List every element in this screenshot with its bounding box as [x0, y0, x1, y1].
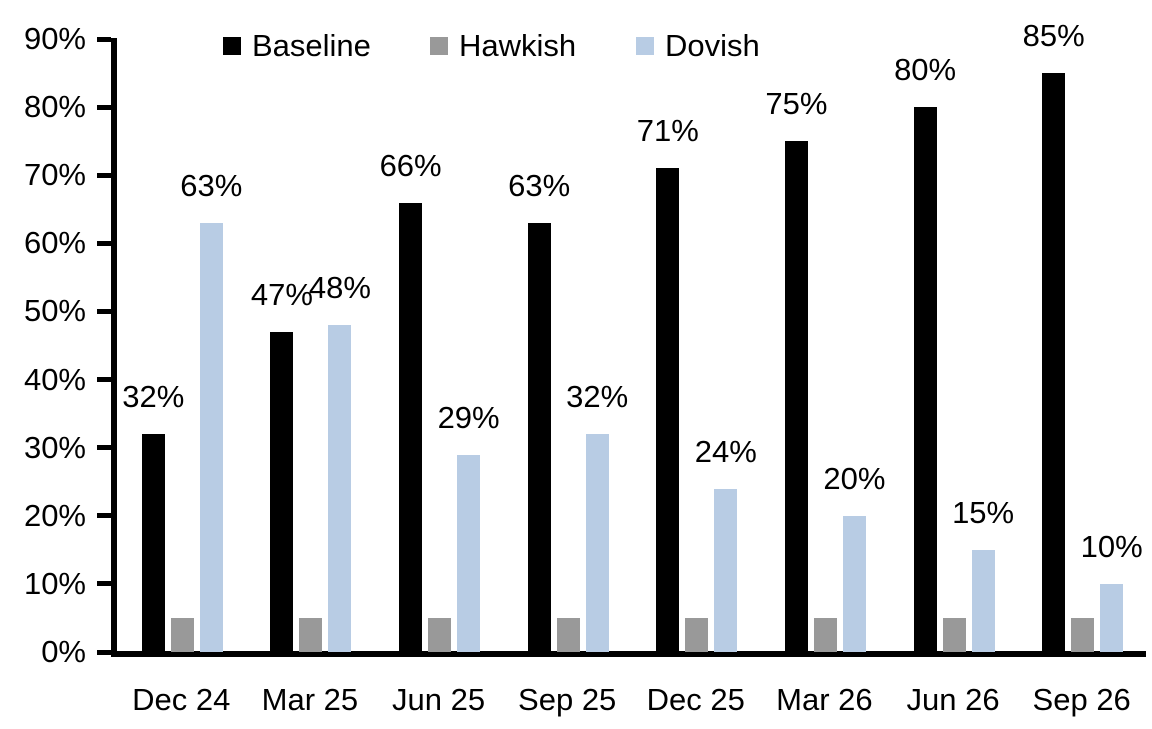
- bar-dovish-sep-26: [1100, 583, 1124, 652]
- x-axis-label-sep-26: Sep 26: [1032, 682, 1131, 717]
- value-label-dovish-mar-25: 48%: [308, 270, 371, 306]
- y-tick-label-90-: 90%: [23, 21, 86, 56]
- y-tick-label-0-: 0%: [41, 634, 86, 669]
- y-axis-line: [111, 38, 117, 657]
- bar-dovish-dec-24: [199, 222, 223, 652]
- y-tick-label-60-: 60%: [23, 225, 86, 261]
- value-label-baseline-dec-25: 71%: [636, 113, 699, 149]
- bar-hawkish-jun-25: [428, 617, 452, 652]
- value-label-baseline-mar-26: 75%: [765, 86, 828, 122]
- y-tick-label-80-: 80%: [23, 89, 86, 125]
- value-label-dovish-sep-26: 10%: [1080, 528, 1143, 564]
- x-axis-label-mar-26: Mar 26: [776, 682, 873, 717]
- bar-dovish-dec-25: [714, 488, 738, 652]
- value-label-baseline-sep-25: 63%: [508, 167, 571, 203]
- x-axis-label-dec-25: Dec 25: [646, 682, 745, 717]
- bar-baseline-dec-24: [141, 434, 165, 652]
- y-tick-50-: [97, 308, 111, 314]
- bar-hawkish-jun-26: [942, 617, 966, 652]
- bar-dovish-mar-26: [842, 515, 866, 652]
- y-tick-label-20-: 20%: [23, 497, 86, 533]
- y-tick-90-: [97, 36, 111, 42]
- legend-swatch-dovish-icon: [636, 37, 654, 55]
- bar-baseline-mar-25: [270, 331, 294, 652]
- legend-label-dovish: Dovish: [665, 28, 760, 63]
- bar-baseline-sep-25: [527, 222, 551, 652]
- value-label-dovish-mar-26: 20%: [823, 460, 886, 496]
- x-axis-label-dec-24: Dec 24: [132, 682, 231, 717]
- y-tick-80-: [97, 104, 111, 110]
- value-label-dovish-dec-25: 24%: [694, 433, 757, 469]
- bar-hawkish-sep-26: [1071, 617, 1095, 652]
- value-label-baseline-jun-26: 80%: [894, 52, 957, 88]
- value-label-dovish-jun-26: 15%: [952, 494, 1015, 530]
- value-label-dovish-jun-25: 29%: [437, 399, 500, 435]
- value-label-baseline-mar-25: 47%: [250, 276, 313, 312]
- legend-swatch-hawkish-icon: [430, 37, 448, 55]
- y-tick-0-: [97, 649, 111, 655]
- legend-label-baseline: Baseline: [252, 28, 371, 63]
- bar-hawkish-mar-26: [813, 617, 837, 652]
- y-tick-label-40-: 40%: [23, 361, 86, 397]
- y-tick-60-: [97, 240, 111, 246]
- bar-dovish-jun-26: [971, 549, 995, 652]
- legend-swatch-baseline-icon: [223, 37, 241, 55]
- bar-dovish-mar-25: [328, 325, 352, 652]
- value-label-baseline-sep-26: 85%: [1022, 18, 1085, 54]
- bar-baseline-mar-26: [784, 141, 808, 652]
- legend-item-dovish: Dovish: [636, 28, 760, 64]
- bar-dovish-jun-25: [457, 454, 481, 652]
- y-tick-30-: [97, 445, 111, 451]
- y-tick-label-50-: 50%: [23, 293, 86, 329]
- bar-hawkish-dec-25: [685, 617, 709, 652]
- x-axis-label-sep-25: Sep 25: [518, 682, 617, 717]
- value-label-dovish-dec-24: 63%: [180, 167, 243, 203]
- x-axis-label-mar-25: Mar 25: [261, 682, 359, 717]
- value-label-baseline-jun-25: 66%: [379, 147, 442, 183]
- value-label-dovish-sep-25: 32%: [566, 379, 629, 414]
- bar-baseline-jun-25: [399, 202, 423, 652]
- legend-item-baseline: Baseline: [223, 28, 371, 64]
- y-tick-10-: [97, 581, 111, 587]
- y-tick-70-: [97, 172, 111, 178]
- y-tick-label-30-: 30%: [23, 429, 86, 465]
- x-axis-line: [111, 651, 1146, 657]
- bar-dovish-sep-25: [585, 434, 609, 652]
- bar-baseline-sep-26: [1042, 73, 1066, 652]
- legend-item-hawkish: Hawkish: [430, 28, 576, 64]
- x-axis-label-jun-26: Jun 26: [906, 682, 1000, 717]
- bar-hawkish-sep-25: [556, 617, 580, 652]
- value-label-baseline-dec-24: 32%: [122, 379, 185, 414]
- y-tick-20-: [97, 513, 111, 519]
- y-tick-label-10-: 10%: [23, 565, 86, 601]
- y-tick-label-70-: 70%: [23, 157, 86, 193]
- bar-baseline-dec-25: [656, 168, 680, 652]
- bar-hawkish-mar-25: [299, 617, 323, 652]
- bar-hawkish-dec-24: [170, 617, 194, 652]
- x-axis-label-jun-25: Jun 25: [392, 682, 486, 717]
- legend-label-hawkish: Hawkish: [459, 28, 577, 63]
- bar-baseline-jun-26: [913, 107, 937, 652]
- y-tick-40-: [97, 377, 111, 383]
